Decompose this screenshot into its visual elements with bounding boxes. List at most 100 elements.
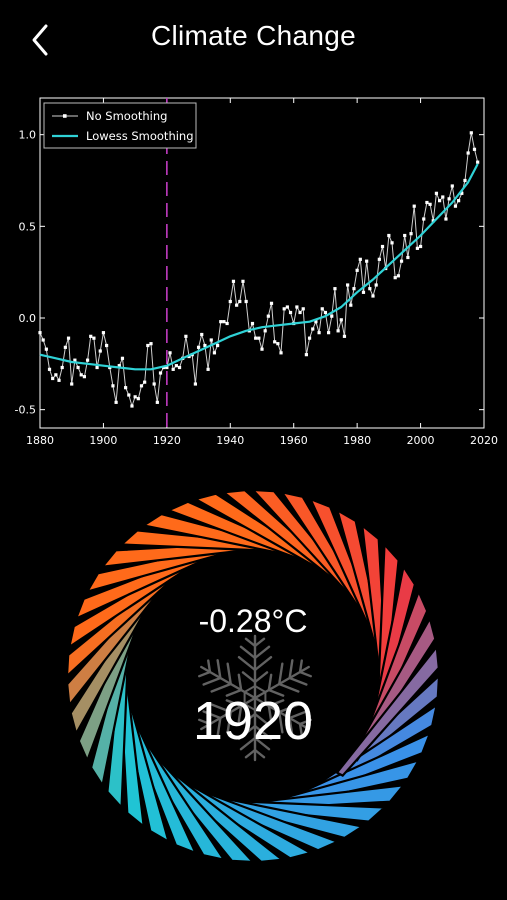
snowflake-branch	[298, 659, 303, 674]
data-point	[311, 327, 315, 331]
data-point	[206, 367, 210, 371]
data-point	[73, 358, 77, 362]
data-point	[266, 314, 270, 318]
x-tick-label: 2020	[470, 434, 498, 447]
data-point	[79, 373, 83, 377]
snowflake-branch	[216, 659, 222, 680]
data-point	[269, 301, 274, 305]
snowflake-branch	[253, 712, 269, 725]
data-point	[463, 178, 467, 183]
snowflake-arm	[198, 696, 257, 737]
header: Climate Change	[0, 0, 507, 80]
data-point	[193, 382, 197, 386]
data-point	[466, 151, 470, 155]
x-tick-label: 1880	[26, 434, 54, 447]
data-point	[418, 244, 423, 249]
temperature-chart[interactable]: 1880 1900 1920 1940 1960 1980 2000 2020 1.0 0.5 0.…	[0, 85, 507, 460]
data-point	[47, 367, 52, 371]
data-point	[136, 397, 140, 401]
series-line-lowess-smoothing	[39, 163, 479, 371]
data-point	[282, 307, 286, 311]
x-tick-label: 1980	[343, 434, 371, 447]
snowflake-branch	[225, 699, 243, 708]
data-point	[441, 195, 445, 199]
data-point	[250, 321, 255, 326]
data-point	[472, 147, 477, 151]
data-point	[339, 318, 343, 322]
legend-label-no-smoothing: No Smoothing	[86, 109, 167, 123]
chevron-left-icon[interactable]	[22, 20, 58, 60]
data-point	[216, 343, 220, 348]
data-point	[57, 378, 61, 382]
data-point	[130, 404, 134, 408]
y-tick-label: 0.5	[19, 220, 37, 233]
snowflake-branch	[237, 724, 257, 740]
snowflake-branch	[198, 718, 212, 726]
data-point	[184, 334, 188, 338]
data-point	[409, 232, 413, 236]
data-point	[399, 259, 404, 263]
legend-label-lowess-smoothing: Lowess Smoothing	[86, 129, 194, 143]
data-point	[165, 365, 169, 370]
data-point	[225, 321, 229, 326]
data-point	[263, 329, 267, 333]
snowflake-branch	[267, 704, 273, 723]
data-point	[355, 268, 359, 272]
data-point	[212, 351, 217, 355]
data-point	[174, 364, 178, 368]
data-point	[298, 310, 302, 315]
data-point	[124, 386, 128, 390]
data-point	[254, 336, 258, 340]
data-point	[149, 342, 153, 346]
data-point	[403, 233, 407, 238]
data-point	[155, 400, 159, 404]
data-point	[425, 200, 429, 205]
snowflake-branch	[244, 748, 257, 759]
data-point	[171, 367, 175, 371]
snowflake-branch	[253, 671, 269, 684]
data-point	[444, 217, 448, 221]
data-point	[406, 255, 410, 260]
data-point	[238, 299, 242, 304]
data-point	[44, 347, 48, 351]
data-point	[412, 204, 416, 208]
data-point	[273, 340, 277, 344]
data-point	[168, 351, 172, 355]
legend-box	[43, 102, 197, 149]
data-point	[66, 336, 71, 340]
snowflake-branch	[278, 682, 300, 693]
snowflake-branch	[239, 736, 257, 751]
data-point	[317, 331, 321, 335]
data-point	[241, 279, 245, 283]
data-point	[114, 400, 118, 404]
snowflake-branch	[253, 748, 266, 759]
temperature-readout: -0.28°C	[198, 603, 308, 639]
data-point	[285, 305, 289, 309]
page-title: Climate Change	[151, 20, 356, 51]
data-point	[374, 283, 378, 287]
snowflake-branch	[253, 645, 271, 660]
data-point	[304, 353, 308, 357]
year-readout: 1920	[192, 691, 314, 751]
snowflake-branch	[267, 699, 285, 708]
data-point	[228, 299, 232, 304]
data-point	[361, 290, 366, 294]
data-point	[333, 287, 337, 291]
data-point	[307, 336, 312, 340]
data-point	[203, 343, 207, 348]
data-point	[51, 376, 55, 381]
data-point	[457, 199, 461, 203]
data-point	[111, 384, 115, 388]
data-point	[342, 334, 347, 338]
data-point	[390, 241, 394, 245]
ring-blades	[65, 488, 441, 864]
snowflake-branch	[278, 662, 284, 686]
data-point	[219, 320, 223, 324]
data-point	[222, 320, 226, 324]
data-point	[101, 331, 106, 335]
data-point	[336, 329, 340, 333]
data-point	[415, 246, 419, 250]
data-point	[358, 257, 362, 261]
data-point	[320, 307, 324, 311]
data-point	[460, 191, 464, 195]
